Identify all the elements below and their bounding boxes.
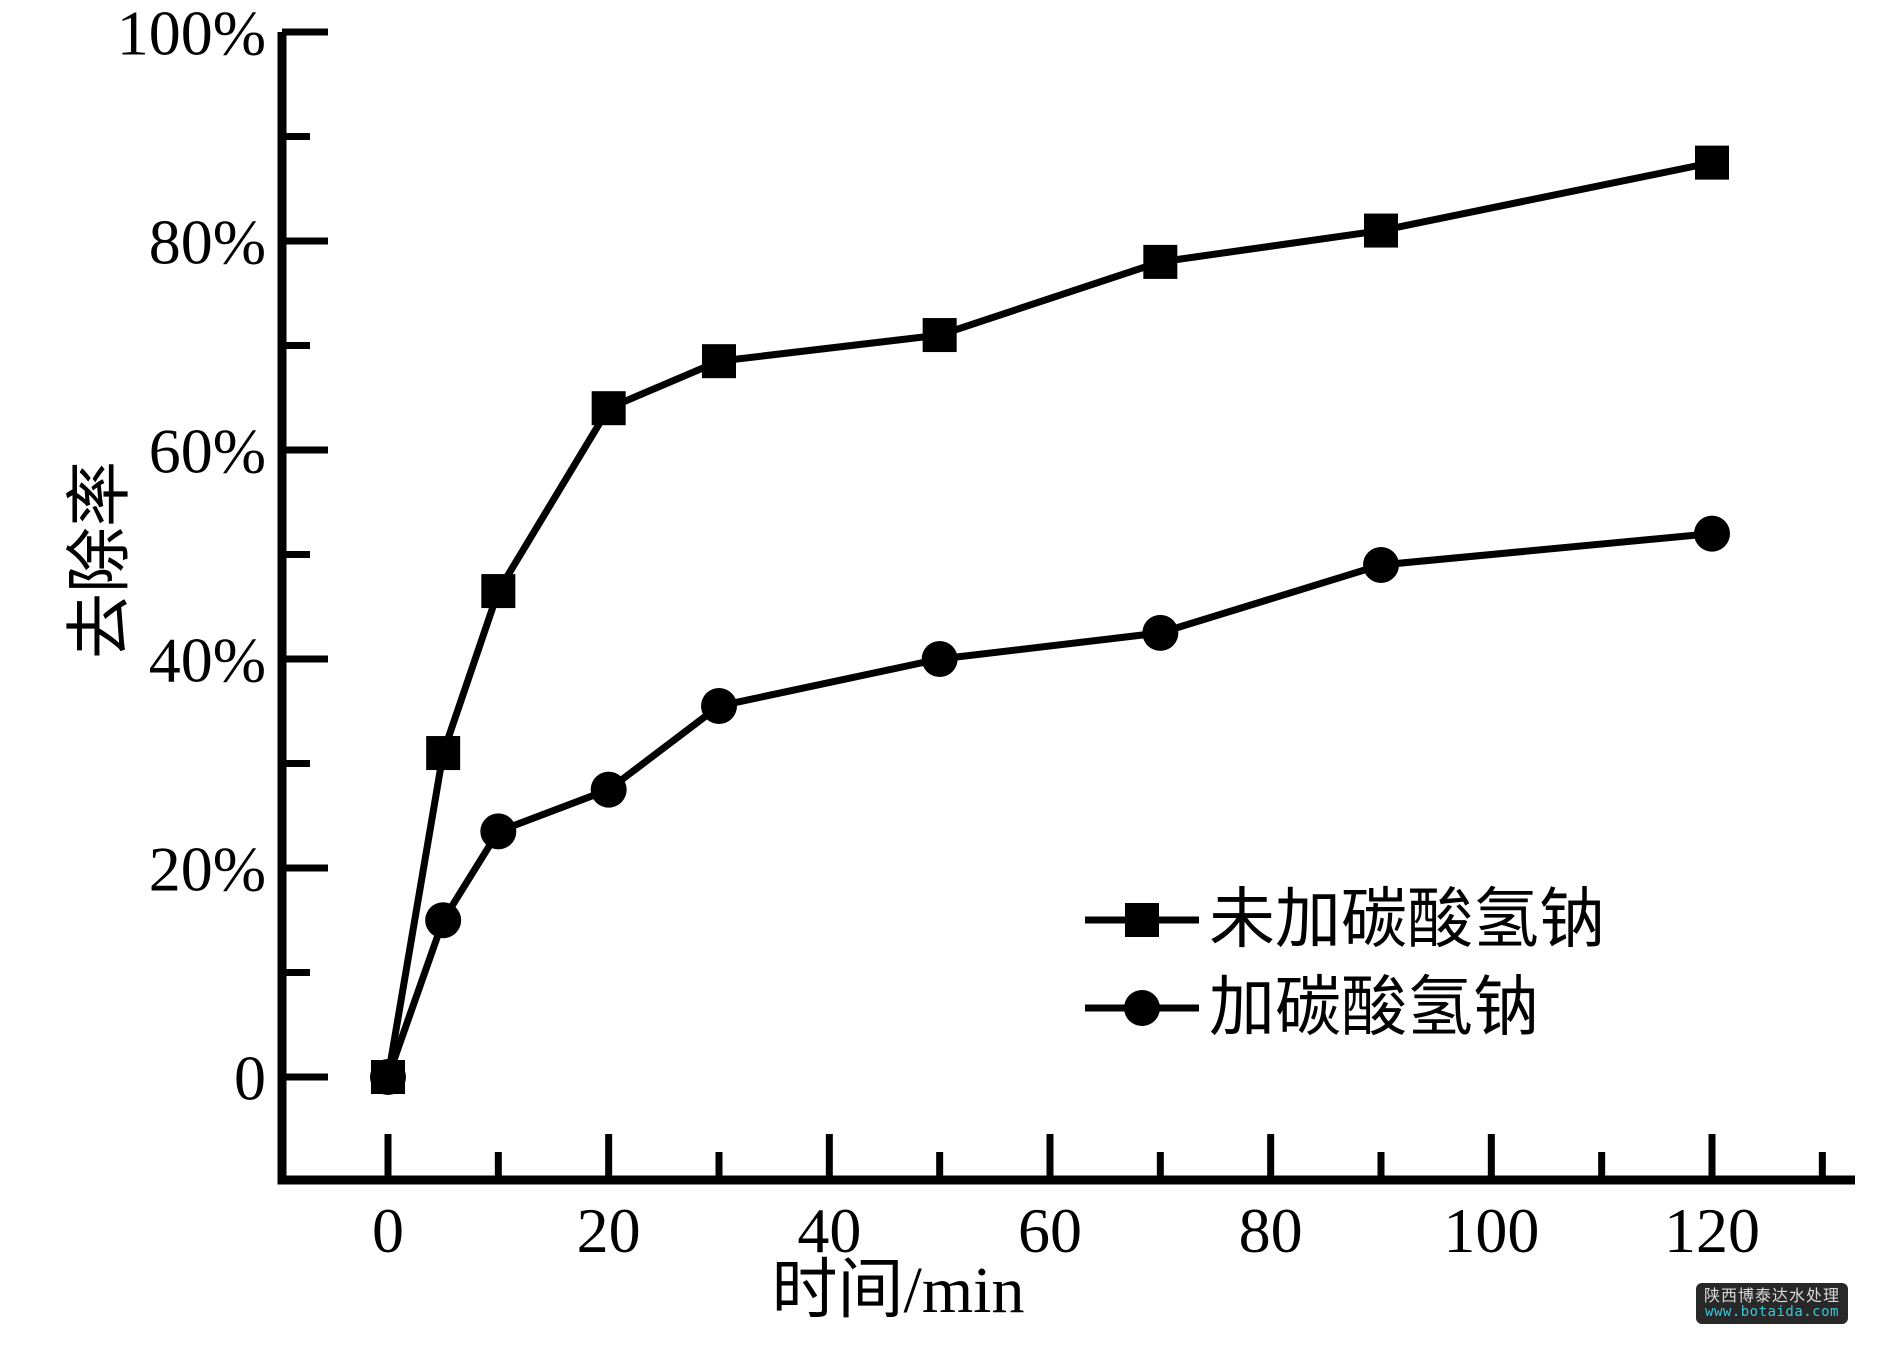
x-tick-label: 100 — [1443, 1195, 1539, 1266]
data-point-circle — [1363, 546, 1399, 583]
watermark-company-text: 陕西博泰达水处理 — [1703, 1285, 1840, 1305]
x-tick-label: 60 — [1018, 1195, 1082, 1266]
y-tick-label: 20% — [149, 834, 266, 905]
data-point-square — [1364, 213, 1398, 248]
legend-square-marker — [1125, 903, 1159, 937]
data-point-square — [591, 391, 626, 426]
data-point-circle — [921, 641, 958, 677]
data-point-square — [1143, 244, 1178, 279]
data-point-circle — [1142, 614, 1179, 651]
data-point-circle — [1694, 515, 1730, 552]
data-point-circle — [425, 902, 462, 939]
y-tick-label: 60% — [149, 416, 266, 487]
y-tick-label: 100% — [117, 0, 266, 69]
axis-frame — [277, 32, 1855, 1185]
y-axis-title: 去除率 — [64, 461, 137, 659]
legend-label: 未加碳酸氢钠 — [1209, 884, 1605, 957]
data-point-circle — [480, 813, 517, 850]
data-point-circle — [370, 1059, 406, 1095]
x-tick-label: 80 — [1239, 1195, 1303, 1266]
data-series — [370, 145, 1730, 1095]
y-tick-label: 80% — [149, 207, 266, 278]
watermark-url-text: www.botaida.com — [1705, 1303, 1839, 1320]
axis-ticks — [282, 28, 1826, 1180]
data-point-square — [481, 574, 516, 609]
x-tick-label: 120 — [1664, 1195, 1760, 1266]
x-tick-label: 20 — [577, 1195, 641, 1266]
x-tick-label: 0 — [372, 1195, 404, 1266]
y-tick-label: 0 — [234, 1043, 266, 1114]
x-tick-label: 40 — [797, 1195, 861, 1266]
data-point-square — [922, 318, 957, 353]
data-point-square — [1695, 145, 1729, 180]
data-point-circle — [701, 688, 737, 725]
x-axis-title: 时间/min — [771, 1254, 1024, 1327]
axes — [277, 32, 1855, 1185]
tick-labels: 0 20% 40% 60% 80% 100% 0 20 40 60 80 100 120 — [117, 0, 1760, 1266]
data-point-circle — [590, 771, 627, 808]
data-point-square — [426, 736, 461, 771]
legend-circle-marker — [1124, 990, 1160, 1026]
data-point-square — [702, 344, 736, 379]
legend-label: 加碳酸氢钠 — [1209, 972, 1539, 1045]
watermark: 陕西博泰达水处理 www.botaida.com — [1696, 1283, 1848, 1324]
y-tick-label: 40% — [149, 625, 266, 696]
